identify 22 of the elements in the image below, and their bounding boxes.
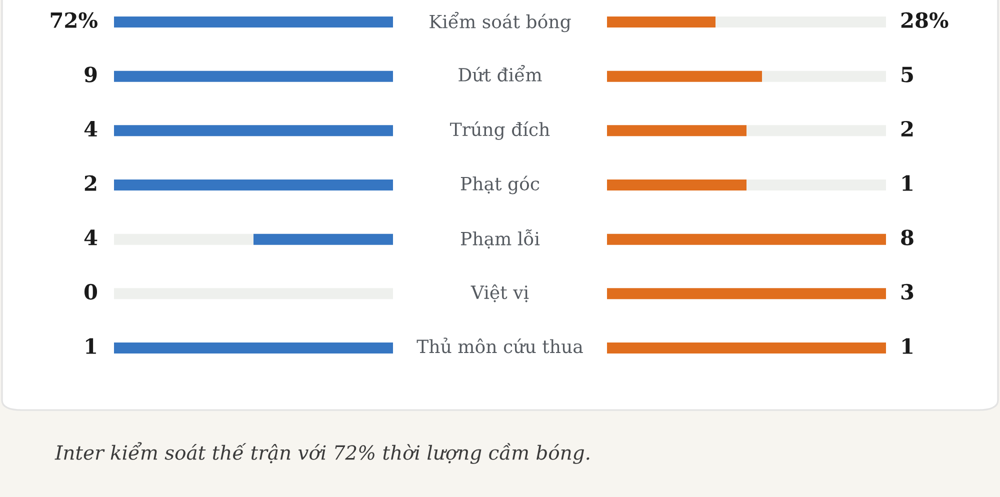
data-label: 4 xyxy=(84,230,98,246)
category-label: Dứt điểm xyxy=(458,65,542,82)
category-label: Phạm lỗi xyxy=(460,229,540,249)
data-label: 9 xyxy=(84,66,97,82)
data-label: 1 xyxy=(902,338,912,354)
category-label: Kiểm soát bóng xyxy=(430,12,571,32)
data-label: 2 xyxy=(84,175,96,191)
text: Inter kiểm soát thế trận với 72% thời lượng cầm bóng. xyxy=(54,442,590,464)
data-label: 3 xyxy=(901,284,914,300)
data-label: 5 xyxy=(902,66,913,82)
data-label: 72% xyxy=(50,12,98,28)
data-label: 1 xyxy=(86,338,96,354)
data-label: 1 xyxy=(902,175,912,191)
data-label: 8 xyxy=(901,230,914,246)
category-label: Trúng đích xyxy=(450,121,550,140)
data-label: 4 xyxy=(84,120,98,136)
category-label: Việt vị xyxy=(470,284,529,302)
data-label: 2 xyxy=(901,120,913,136)
data-label: 28% xyxy=(901,12,948,28)
category-label: Thủ môn cứu thua xyxy=(416,338,583,354)
category-label: Phạt góc xyxy=(460,176,540,194)
data-label: 0 xyxy=(84,284,98,300)
